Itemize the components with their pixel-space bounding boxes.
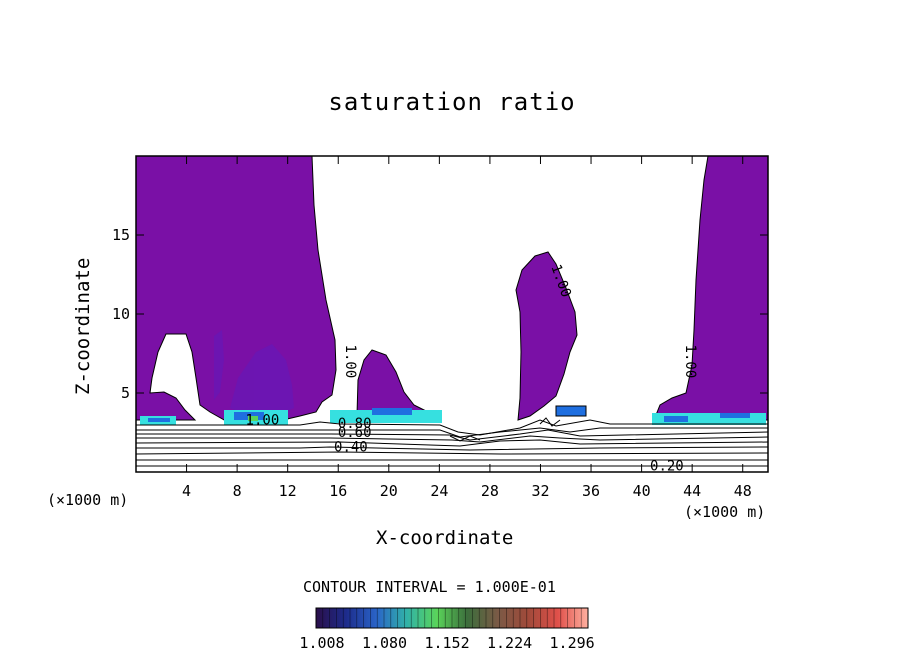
- contour-label: 0.20: [650, 458, 684, 474]
- supersaturated-regions: [136, 156, 768, 422]
- y-tick-label: 15: [112, 226, 130, 244]
- contour-label: 1.00: [682, 345, 698, 379]
- contour-label: 0.60: [338, 425, 372, 441]
- colorbar-tick-label: 1.152: [424, 634, 469, 652]
- x-tick-label: 40: [633, 482, 651, 500]
- y-axis-ticks: 5 10 15: [112, 226, 768, 402]
- cloud-region-right: [653, 156, 768, 421]
- plot-area: [136, 156, 768, 467]
- contour-label: 0.40: [334, 439, 368, 455]
- y-tick-label: 5: [121, 384, 130, 402]
- colorbar: 1.008 1.080 1.152 1.224 1.296: [299, 607, 595, 652]
- y-tick-label: 10: [112, 305, 130, 323]
- x-tick-label: 8: [233, 482, 242, 500]
- cloud-region-left: [136, 156, 337, 422]
- x-tick-label: 12: [279, 482, 297, 500]
- x-tick-label: 20: [380, 482, 398, 500]
- colorbar-tick-label: 1.008: [299, 634, 344, 652]
- contour-label: 1.00: [246, 413, 280, 429]
- x-tick-label: 28: [481, 482, 499, 500]
- cloud-region-mid: [356, 349, 435, 416]
- x-tick-label: 44: [683, 482, 701, 500]
- x-tick-label: 16: [329, 482, 347, 500]
- x-axis-ticks: 4 8 12 16 20 24 28 32 36 40 44 48: [182, 156, 752, 500]
- colorbar-tick-label: 1.296: [550, 634, 595, 652]
- x-tick-label: 32: [531, 482, 549, 500]
- x-tick-label: 36: [582, 482, 600, 500]
- x-tick-label: 24: [430, 482, 448, 500]
- contour-label: 0.80: [338, 416, 372, 432]
- colorbar-tick-label: 1.224: [487, 634, 532, 652]
- contour-label: 1.00: [342, 345, 358, 379]
- x-tick-label: 4: [182, 482, 191, 500]
- cloud-region-tower: [515, 251, 578, 421]
- x-axis-label: X-coordinate: [376, 527, 514, 549]
- contour-interval-label: CONTOUR INTERVAL = 1.000E-01: [303, 578, 556, 596]
- x-unit-label-left: (×1000 m): [47, 491, 129, 509]
- colorbar-tick-label: 1.080: [362, 634, 407, 652]
- x-unit-label-right: (×1000 m): [684, 503, 766, 521]
- inner-shading: [214, 330, 294, 416]
- chart-title: saturation ratio: [328, 88, 576, 116]
- contour-lines: [136, 417, 768, 467]
- cloud-base-bands: [140, 405, 766, 425]
- x-tick-label: 48: [734, 482, 752, 500]
